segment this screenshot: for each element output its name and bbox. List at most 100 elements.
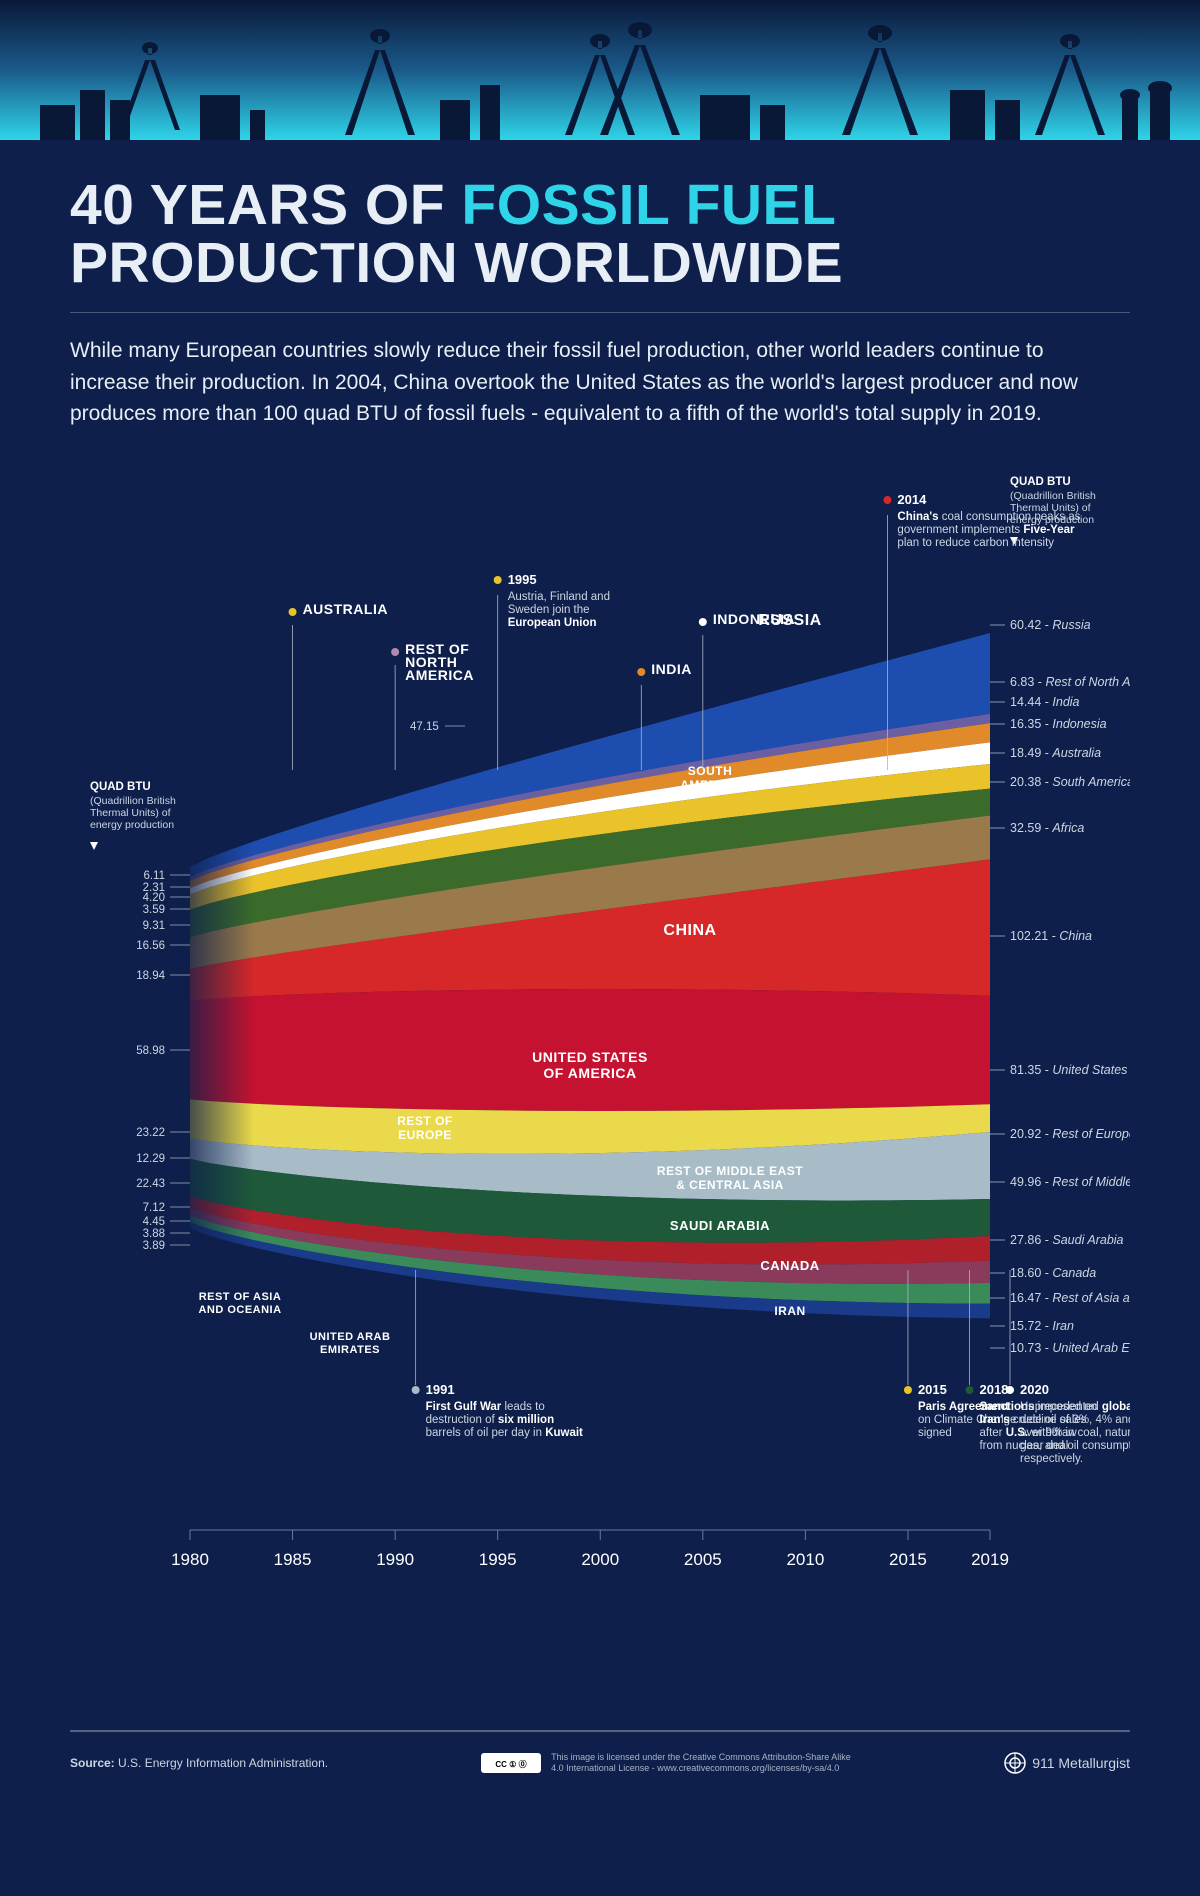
right-value: 18.49 - Australia (1010, 746, 1101, 760)
callout-value: 47.15 (410, 721, 439, 733)
annotation-text: INDIA (651, 661, 692, 677)
annotation-text: Unprecedented global (1020, 1401, 1130, 1413)
x-tick-label: 2019 (971, 1550, 1009, 1569)
x-tick-label: 1990 (376, 1550, 414, 1569)
annotation-title: 2014 (897, 492, 927, 507)
left-value: 6.11 (143, 870, 165, 882)
right-value: 81.35 - United States of America (1010, 1063, 1130, 1077)
left-value: 3.59 (143, 904, 165, 916)
annotation-dot (289, 608, 297, 616)
header-decorative-band (0, 0, 1200, 140)
right-value: 20.92 - Rest of Europe (1010, 1127, 1130, 1141)
region-label: SOUTH (688, 764, 733, 778)
left-value: 3.89 (143, 1240, 165, 1252)
annotation-text: INDONESIA (713, 611, 795, 627)
right-value: 15.72 - Iran (1010, 1319, 1074, 1333)
svg-text:(Quadrillion British: (Quadrillion British (90, 795, 176, 807)
region-label: CANADA (760, 1258, 819, 1273)
annotation-text: destruction of six million (426, 1414, 554, 1426)
annotation-text: European Union (508, 617, 597, 629)
right-value: 16.35 - Indonesia (1010, 717, 1107, 731)
right-value: 18.60 - Canada (1010, 1266, 1096, 1280)
annotation-text: Austria, Finland and (508, 591, 610, 603)
left-value: 7.12 (143, 1202, 165, 1214)
right-value: 20.38 - South America (1010, 775, 1130, 789)
left-value: 22.43 (136, 1178, 165, 1190)
right-value: 27.86 - Saudi Arabia (1010, 1233, 1124, 1247)
page-title: 40 YEARS OF FOSSIL FUEL PRODUCTION WORLD… (70, 176, 1130, 292)
annotation-text: Sweden join the (508, 604, 590, 616)
x-tick-label: 2010 (786, 1550, 824, 1569)
x-tick-label: 2015 (889, 1550, 927, 1569)
annotation-text: decline of 3%, 4% and (1020, 1414, 1130, 1426)
region-label: AMERICA (680, 778, 740, 792)
annotation-dot (391, 648, 399, 656)
left-value: 3.88 (143, 1228, 165, 1240)
svg-text:(Quadrillion British: (Quadrillion British (1010, 490, 1096, 502)
annotation-text: gas, and oil consumption, (1020, 1440, 1130, 1452)
svg-text:energy production: energy production (90, 819, 174, 831)
annotation-dot (965, 1386, 973, 1394)
svg-text:CC ① ⓪: CC ① ⓪ (496, 1759, 527, 1769)
annotation-dot (412, 1386, 420, 1394)
annotation-dot (494, 576, 502, 584)
annotation-dot (883, 496, 891, 504)
x-tick-label: 1985 (274, 1550, 312, 1569)
region-label: REST OF ASIA (199, 1291, 282, 1303)
region-label: OF AMERICA (543, 1065, 636, 1081)
annotation-text: over 9% in coal, natural (1020, 1427, 1130, 1439)
right-value: 6.83 - Rest of North America (1010, 675, 1130, 689)
footer: Source: U.S. Energy Information Administ… (70, 1730, 1130, 1815)
region-label: CHINA (663, 922, 716, 939)
license-text: This image is licensed under the Creativ… (551, 1752, 851, 1775)
annotation-dot (904, 1386, 912, 1394)
cc-license-icon: CC ① ⓪ (481, 1753, 541, 1773)
left-value: 9.31 (143, 920, 165, 932)
annotation-title: 2015 (918, 1382, 947, 1397)
annotation-text: signed (918, 1427, 952, 1439)
left-value: 12.29 (136, 1153, 165, 1165)
region-label: & CENTRAL ASIA (676, 1178, 784, 1192)
annotation-title: 1995 (508, 572, 537, 587)
region-label: EMIRATES (320, 1344, 380, 1356)
annotation-title: 1991 (426, 1382, 455, 1397)
left-value: 16.56 (136, 940, 165, 952)
region-label: UNITED ARAB (310, 1331, 391, 1343)
right-value: 32.59 - Africa (1010, 821, 1084, 835)
region-label: SAUDI ARABIA (670, 1218, 770, 1233)
region-label: UNITED STATES (532, 1049, 648, 1065)
right-value: 14.44 - India (1010, 695, 1080, 709)
x-tick-label: 2000 (581, 1550, 619, 1569)
annotation-dot (699, 618, 707, 626)
annotation-text: plan to reduce carbon intensity (897, 537, 1054, 549)
left-value: 18.94 (136, 970, 165, 982)
btu-header: QUAD BTU (90, 781, 151, 793)
source-text: Source: U.S. Energy Information Administ… (70, 1756, 328, 1770)
annotation-text: First Gulf War leads to (426, 1401, 545, 1413)
annotation-text: respectively. (1020, 1453, 1083, 1465)
right-value: 10.73 - United Arab Emirates (1010, 1341, 1130, 1355)
annotation-text: China's coal consumption peaks as (897, 511, 1080, 523)
divider (70, 312, 1130, 313)
intro-paragraph: While many European countries slowly red… (70, 335, 1080, 430)
annotation-dot (1006, 1386, 1014, 1394)
left-value: 58.98 (136, 1045, 165, 1057)
right-value: 16.47 - Rest of Asia and Oceania (1010, 1291, 1130, 1305)
right-value: 102.21 - China (1010, 929, 1092, 943)
left-value: 4.20 (143, 892, 165, 904)
region-label: EUROPE (398, 1128, 452, 1142)
svg-text:Thermal Units) of: Thermal Units) of (90, 807, 171, 819)
right-value: 60.42 - Russia (1010, 618, 1091, 632)
right-value: 49.96 - Rest of Middle East & Central As… (1010, 1175, 1130, 1189)
region-label: REST OF MIDDLE EAST (657, 1164, 803, 1178)
annotation-text: AMERICA (405, 667, 474, 683)
annotation-text: government implements Five-Year (897, 524, 1075, 536)
left-value: 4.45 (143, 1216, 165, 1228)
x-tick-label: 1995 (479, 1550, 517, 1569)
main-chart: 198019851990199520002005201020152019QUAD… (70, 470, 1130, 1670)
left-value: 23.22 (136, 1127, 165, 1139)
annotation-title: 2018 (979, 1382, 1008, 1397)
annotation-text: AUSTRALIA (303, 601, 388, 617)
annotation-dot (637, 668, 645, 676)
region-label: REST OF (397, 1114, 453, 1128)
